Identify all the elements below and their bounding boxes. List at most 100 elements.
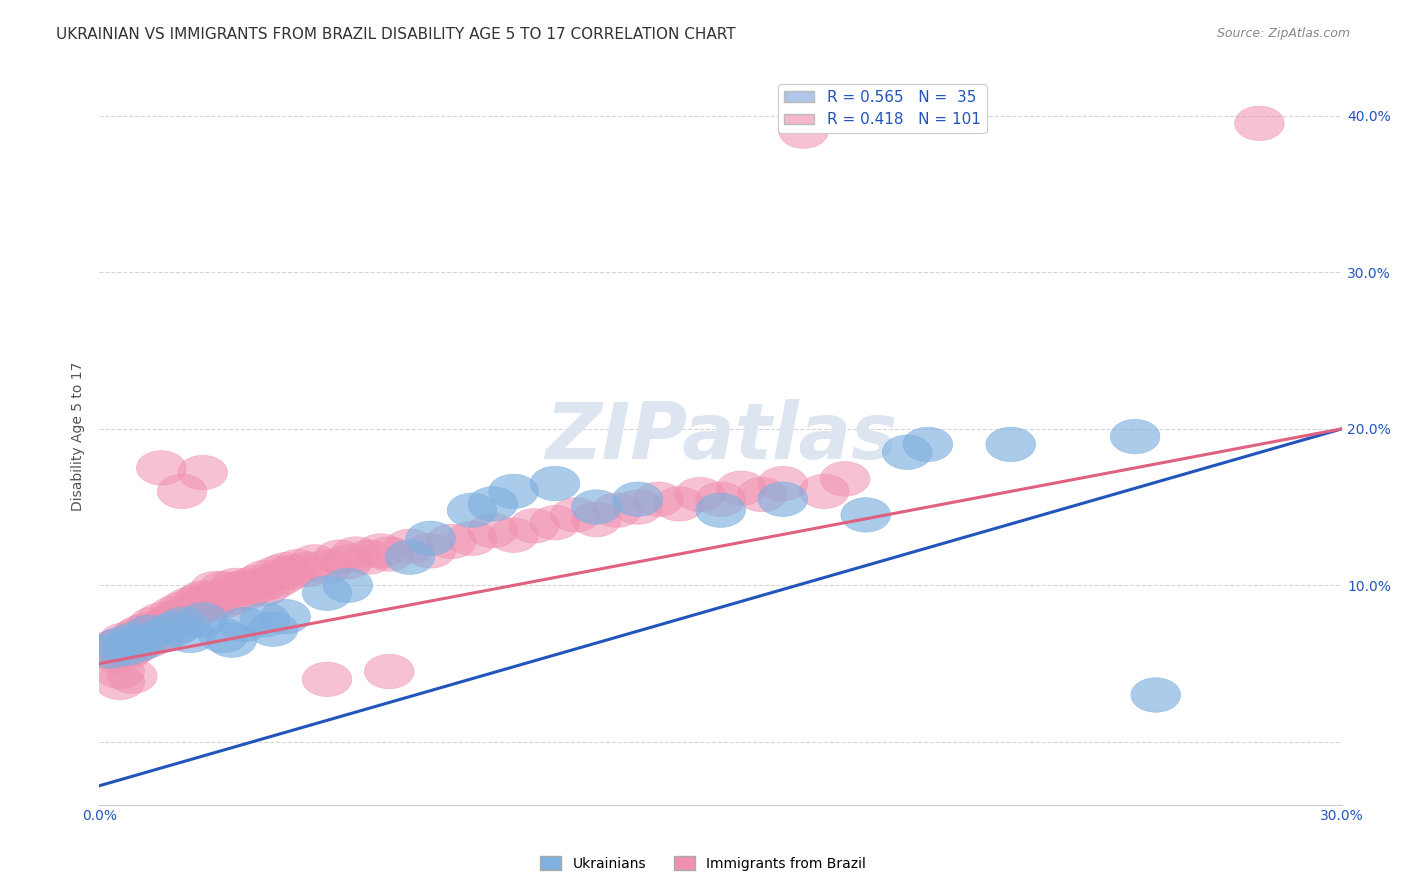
Ellipse shape (149, 597, 198, 631)
Ellipse shape (87, 631, 136, 665)
Ellipse shape (166, 597, 215, 631)
Ellipse shape (149, 603, 198, 637)
Ellipse shape (157, 603, 207, 637)
Ellipse shape (903, 427, 953, 462)
Ellipse shape (323, 568, 373, 603)
Ellipse shape (800, 475, 849, 508)
Ellipse shape (179, 581, 228, 615)
Ellipse shape (153, 599, 202, 634)
Ellipse shape (211, 568, 260, 603)
Ellipse shape (356, 533, 406, 568)
Ellipse shape (190, 581, 240, 615)
Ellipse shape (96, 628, 145, 662)
Ellipse shape (132, 612, 181, 647)
Ellipse shape (406, 521, 456, 556)
Ellipse shape (249, 565, 298, 599)
Ellipse shape (136, 615, 186, 649)
Legend: R = 0.565   N =  35, R = 0.418   N = 101: R = 0.565 N = 35, R = 0.418 N = 101 (778, 84, 987, 134)
Ellipse shape (115, 615, 166, 649)
Ellipse shape (96, 665, 145, 699)
Ellipse shape (136, 603, 186, 637)
Ellipse shape (240, 603, 290, 637)
Ellipse shape (111, 618, 162, 653)
Ellipse shape (273, 549, 323, 583)
Ellipse shape (758, 467, 807, 500)
Ellipse shape (530, 506, 579, 540)
Ellipse shape (654, 487, 704, 521)
Ellipse shape (530, 467, 579, 500)
Ellipse shape (224, 568, 273, 603)
Y-axis label: Disability Age 5 to 17: Disability Age 5 to 17 (72, 362, 86, 511)
Ellipse shape (260, 552, 311, 587)
Ellipse shape (115, 623, 166, 657)
Text: Source: ZipAtlas.com: Source: ZipAtlas.com (1216, 27, 1350, 40)
Ellipse shape (256, 560, 307, 595)
Ellipse shape (207, 623, 256, 657)
Ellipse shape (111, 628, 162, 662)
Ellipse shape (820, 462, 870, 496)
Ellipse shape (181, 583, 232, 618)
Text: UKRAINIAN VS IMMIGRANTS FROM BRAZIL DISABILITY AGE 5 TO 17 CORRELATION CHART: UKRAINIAN VS IMMIGRANTS FROM BRAZIL DISA… (56, 27, 735, 42)
Ellipse shape (141, 607, 190, 641)
Ellipse shape (115, 626, 166, 661)
Ellipse shape (571, 502, 621, 537)
Ellipse shape (157, 475, 207, 508)
Legend: Ukrainians, Immigrants from Brazil: Ukrainians, Immigrants from Brazil (534, 850, 872, 876)
Ellipse shape (179, 603, 228, 637)
Ellipse shape (219, 576, 269, 610)
Ellipse shape (215, 571, 264, 606)
Ellipse shape (96, 628, 145, 662)
Ellipse shape (240, 560, 290, 595)
Ellipse shape (207, 581, 256, 615)
Ellipse shape (675, 477, 725, 512)
Ellipse shape (779, 114, 828, 148)
Ellipse shape (219, 607, 269, 641)
Ellipse shape (136, 450, 186, 485)
Ellipse shape (157, 591, 207, 626)
Ellipse shape (232, 565, 281, 599)
Ellipse shape (489, 518, 538, 552)
Ellipse shape (468, 487, 517, 521)
Ellipse shape (166, 587, 215, 622)
Ellipse shape (613, 490, 662, 524)
Ellipse shape (91, 639, 141, 673)
Ellipse shape (260, 599, 311, 634)
Ellipse shape (613, 482, 662, 516)
Ellipse shape (551, 498, 600, 533)
Ellipse shape (149, 612, 198, 647)
Ellipse shape (509, 508, 560, 543)
Ellipse shape (124, 615, 174, 649)
Ellipse shape (447, 521, 496, 556)
Ellipse shape (124, 623, 174, 657)
Ellipse shape (240, 571, 290, 606)
Ellipse shape (198, 571, 249, 606)
Ellipse shape (841, 498, 890, 533)
Ellipse shape (107, 659, 157, 693)
Ellipse shape (198, 583, 249, 618)
Ellipse shape (166, 618, 215, 653)
Ellipse shape (120, 618, 170, 653)
Ellipse shape (186, 587, 236, 622)
Ellipse shape (96, 654, 145, 689)
Ellipse shape (157, 607, 207, 641)
Ellipse shape (717, 471, 766, 506)
Ellipse shape (236, 568, 285, 603)
Ellipse shape (323, 545, 373, 579)
Ellipse shape (228, 571, 277, 606)
Ellipse shape (332, 537, 381, 571)
Ellipse shape (170, 591, 219, 626)
Ellipse shape (426, 524, 477, 558)
Ellipse shape (468, 513, 517, 548)
Ellipse shape (737, 477, 787, 512)
Ellipse shape (315, 540, 364, 574)
Ellipse shape (190, 571, 240, 606)
Ellipse shape (136, 618, 186, 653)
Ellipse shape (343, 540, 394, 574)
Text: ZIPatlas: ZIPatlas (544, 399, 897, 475)
Ellipse shape (1130, 678, 1181, 712)
Ellipse shape (198, 618, 249, 653)
Ellipse shape (883, 435, 932, 469)
Ellipse shape (179, 587, 228, 622)
Ellipse shape (986, 427, 1036, 462)
Ellipse shape (107, 623, 157, 657)
